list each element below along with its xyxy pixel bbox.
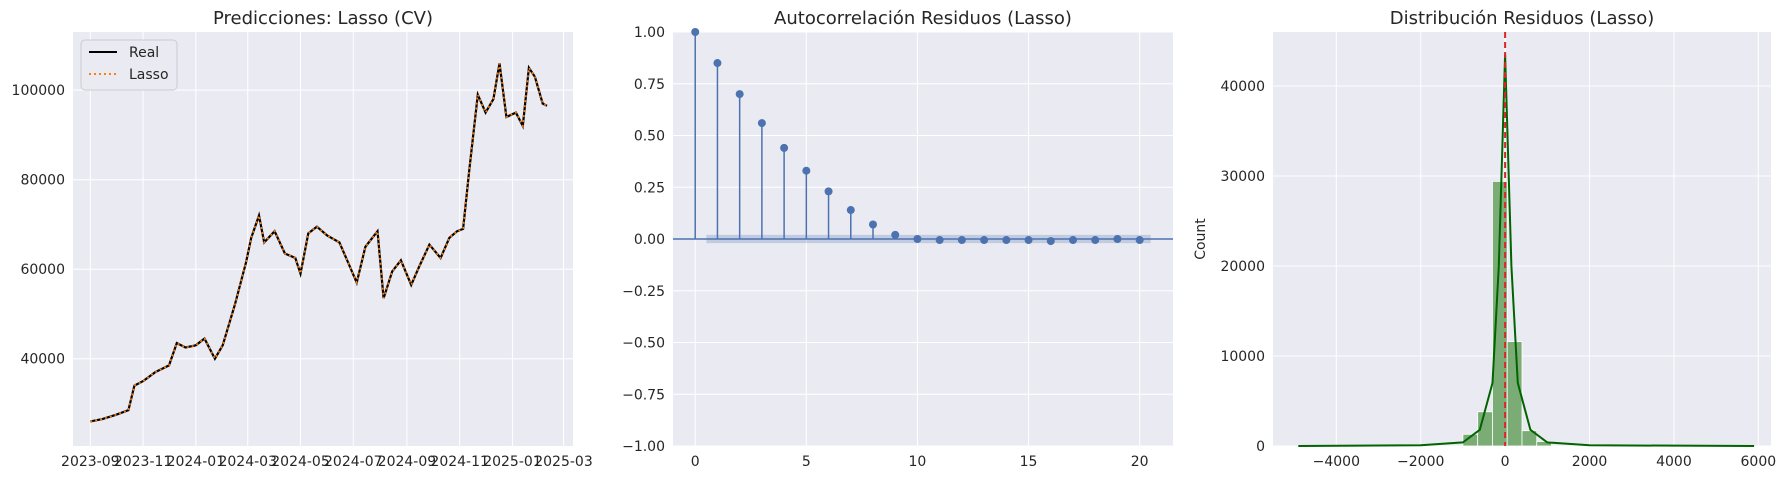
x-tick-label: 2000 [1572, 454, 1608, 470]
acf-point [824, 187, 833, 196]
grid [73, 32, 573, 446]
histogram-bars [1298, 32, 1755, 447]
x-tick-label: 2023-11 [114, 454, 173, 470]
tick-labels: 0 5 10 15 20 −1.00 −0.75 −0.50 −0.25 0.00 0.25 0.50… [622, 25, 1148, 470]
y-tick-label: 0.25 [634, 180, 665, 196]
acf-point [869, 220, 877, 229]
acf-point [913, 235, 922, 243]
x-tick-label: 2024-03 [218, 454, 277, 470]
acf-point [691, 28, 700, 36]
acf-point [846, 206, 855, 215]
tick-labels: −4000 −2000 0 2000 4000 6000 0 10000 20000 30000 4… [1220, 79, 1776, 470]
y-tick-label: −0.75 [622, 387, 665, 403]
y-tick-label: 10000 [1220, 349, 1265, 365]
y-tick-label: 20000 [1220, 259, 1265, 275]
x-tick-label: 4000 [1656, 454, 1692, 470]
x-tick-label: 2024-01 [167, 454, 226, 470]
acf-stems [673, 28, 1173, 246]
y-tick-label: −1.00 [622, 439, 665, 455]
acf-point [891, 230, 900, 239]
x-tick-label: 2024-05 [271, 454, 330, 470]
acf-point [1024, 236, 1033, 245]
x-tick-label: 2024-07 [324, 454, 383, 470]
y-tick-label: 0.50 [634, 129, 665, 145]
x-tick-label: 0 [691, 454, 700, 470]
acf-point [1069, 236, 1077, 245]
chart-title: Autocorrelación Residuos (Lasso) [774, 8, 1072, 29]
y-tick-label: 0.00 [634, 232, 665, 248]
grid [1273, 32, 1771, 447]
legend-label-real: Real [129, 45, 159, 61]
chart-title: Predicciones: Lasso (CV) [213, 8, 433, 29]
plot-area [73, 32, 573, 446]
y-tick-label: −0.50 [622, 336, 665, 352]
x-tick-label: −2000 [1397, 454, 1444, 470]
y-tick-label: 40000 [20, 352, 65, 368]
x-tick-label: 2024-09 [378, 454, 437, 470]
series-line-lasso [90, 63, 548, 423]
acf-point [935, 236, 944, 245]
acf-point [1113, 235, 1122, 243]
acf-point [735, 90, 744, 99]
acf-point [757, 119, 766, 128]
x-tick-label: 5 [802, 454, 811, 470]
legend: Real Lasso [80, 39, 178, 91]
x-tick-label: 2024-11 [430, 454, 489, 470]
acf-point [1002, 236, 1011, 245]
y-tick-label: 40000 [1220, 79, 1265, 95]
x-tick-label: 20 [1131, 454, 1149, 470]
x-tick-label: −4000 [1313, 454, 1360, 470]
x-tick-label: 2025-03 [534, 454, 593, 470]
acf-point [713, 59, 722, 68]
x-tick-label: 2023-09 [61, 454, 120, 470]
y-tick-label: −0.25 [622, 284, 665, 300]
y-tick-label: 60000 [20, 262, 65, 278]
histogram-bar [1536, 441, 1552, 447]
x-tick-label: 15 [1020, 454, 1038, 470]
acf-point [1091, 236, 1100, 245]
x-tick-label: 6000 [1741, 454, 1777, 470]
acf-point [780, 143, 789, 152]
predictions-chart: 2023-092023-112024-012024-032024-052024-… [12, 8, 593, 470]
tick-labels: 2023-092023-112024-012024-032024-052024-… [12, 83, 593, 470]
x-tick-label: 0 [1501, 454, 1510, 470]
y-axis-label: Count [1193, 218, 1209, 260]
acf-chart: 0 5 10 15 20 −1.00 −0.75 −0.50 −0.25 0.00 0.25 0.50… [622, 8, 1173, 470]
acf-point [980, 236, 989, 245]
histogram-bar [1492, 180, 1508, 447]
acf-point [957, 236, 966, 245]
y-tick-label: 0 [1256, 439, 1265, 455]
y-tick-label: 80000 [20, 173, 65, 189]
y-tick-label: 0.75 [634, 77, 665, 93]
x-tick-label: 2025-01 [483, 454, 542, 470]
y-tick-label: 1.00 [634, 25, 665, 41]
acf-point [802, 166, 811, 175]
x-tick-label: 10 [909, 454, 927, 470]
legend-label-lasso: Lasso [129, 67, 169, 83]
residual-histogram: −4000 −2000 0 2000 4000 6000 0 10000 20000 30000 4… [1193, 8, 1776, 470]
histogram-bar [1521, 430, 1538, 447]
acf-point [1135, 236, 1144, 245]
chart-title: Distribución Residuos (Lasso) [1390, 8, 1655, 29]
series-lines [90, 63, 548, 423]
acf-point [1046, 237, 1055, 246]
y-tick-label: 100000 [12, 83, 65, 99]
y-tick-label: 30000 [1220, 169, 1265, 185]
